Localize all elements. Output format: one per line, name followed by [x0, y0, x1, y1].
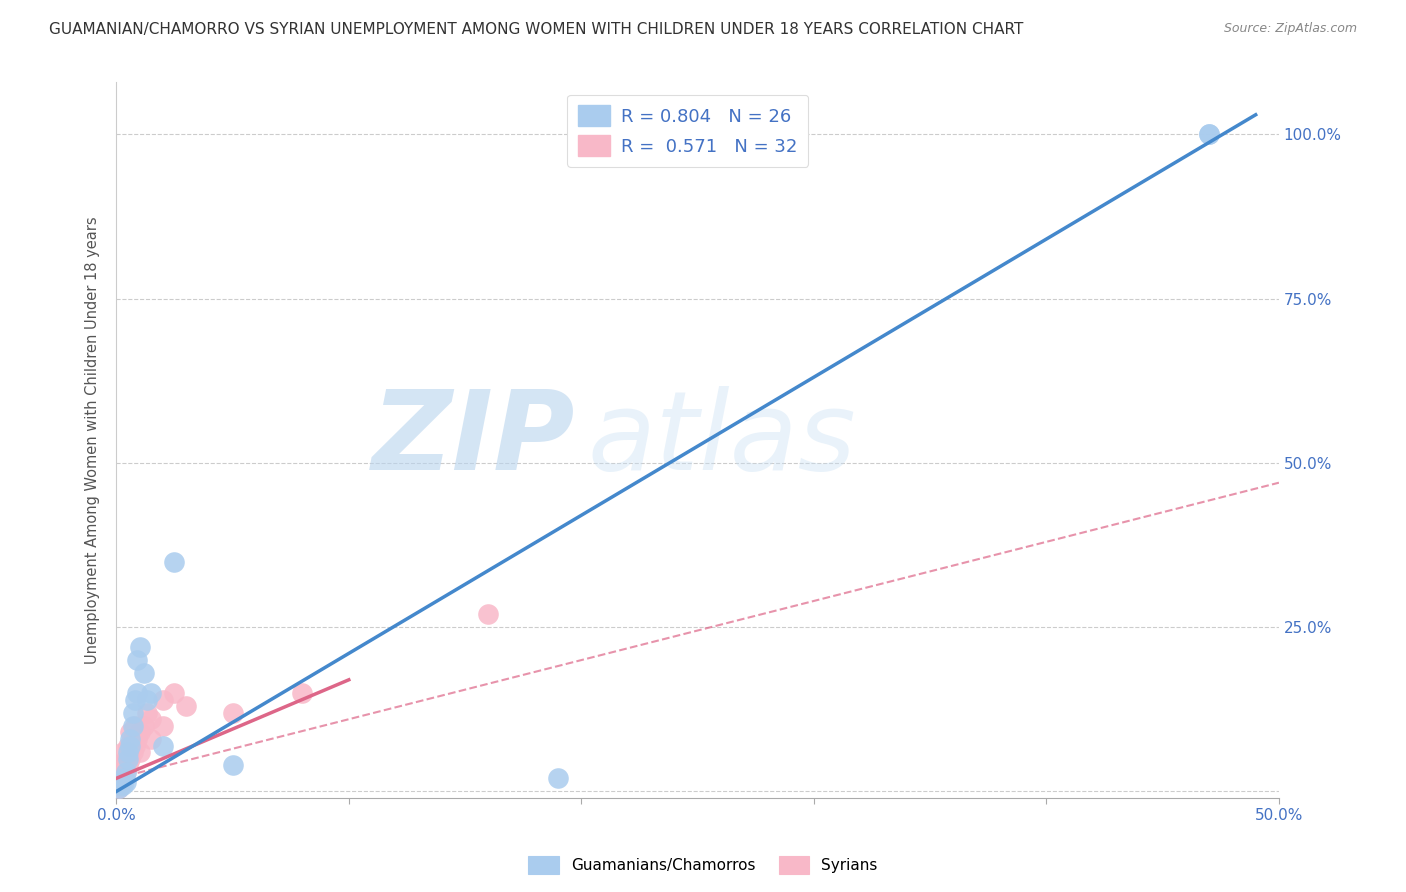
Point: [163, 686, 186, 700]
Point: [110, 774, 132, 789]
Point: [221, 706, 243, 720]
Point: [135, 692, 157, 706]
Point: [141, 712, 163, 726]
Point: [112, 772, 135, 786]
Point: [124, 719, 146, 733]
Point: [127, 653, 149, 667]
Point: [117, 758, 139, 772]
Point: [1198, 128, 1220, 142]
Point: [120, 725, 142, 739]
Text: GUAMANIAN/CHAMORRO VS SYRIAN UNEMPLOYMENT AMONG WOMEN WITH CHILDREN UNDER 18 YEA: GUAMANIAN/CHAMORRO VS SYRIAN UNEMPLOYMEN…: [49, 22, 1024, 37]
Point: [134, 719, 156, 733]
Point: [141, 731, 163, 746]
Point: [114, 764, 136, 779]
Point: [221, 758, 243, 772]
Point: [121, 719, 143, 733]
Point: [107, 778, 129, 792]
Point: [121, 731, 143, 746]
Point: [141, 686, 163, 700]
Point: [110, 778, 132, 792]
Point: [107, 781, 129, 796]
Point: [110, 764, 132, 779]
Point: [152, 739, 174, 753]
Point: [128, 725, 150, 739]
Point: [134, 666, 156, 681]
Point: [117, 751, 139, 765]
Point: [110, 778, 132, 792]
Point: [114, 774, 136, 789]
Point: [127, 686, 149, 700]
Point: [117, 739, 139, 753]
Point: [114, 751, 136, 765]
Point: [291, 686, 314, 700]
Point: [117, 745, 139, 759]
Point: [152, 692, 174, 706]
Text: atlas: atlas: [588, 386, 856, 493]
Point: [128, 745, 150, 759]
Point: [547, 772, 569, 786]
Point: [124, 692, 146, 706]
Text: Source: ZipAtlas.com: Source: ZipAtlas.com: [1223, 22, 1357, 36]
Point: [114, 764, 136, 779]
Point: [174, 699, 197, 714]
Point: [124, 739, 146, 753]
Point: [107, 781, 129, 796]
Point: [112, 758, 135, 772]
Point: [121, 706, 143, 720]
Point: [112, 745, 135, 759]
Point: [1198, 128, 1220, 142]
Point: [120, 739, 142, 753]
Point: [135, 706, 157, 720]
Point: [112, 772, 135, 786]
Point: [112, 778, 135, 792]
Point: [110, 772, 132, 786]
Legend: R = 0.804   N = 26, R =  0.571   N = 32: R = 0.804 N = 26, R = 0.571 N = 32: [567, 95, 808, 167]
Point: [128, 640, 150, 654]
Point: [152, 719, 174, 733]
Legend: Guamanians/Chamorros, Syrians: Guamanians/Chamorros, Syrians: [522, 850, 884, 880]
Point: [477, 607, 499, 621]
Point: [163, 555, 186, 569]
Point: [120, 731, 142, 746]
Y-axis label: Unemployment Among Women with Children Under 18 years: Unemployment Among Women with Children U…: [86, 216, 100, 664]
Point: [120, 751, 142, 765]
Point: [121, 745, 143, 759]
Point: [127, 731, 149, 746]
Text: ZIP: ZIP: [373, 386, 575, 493]
